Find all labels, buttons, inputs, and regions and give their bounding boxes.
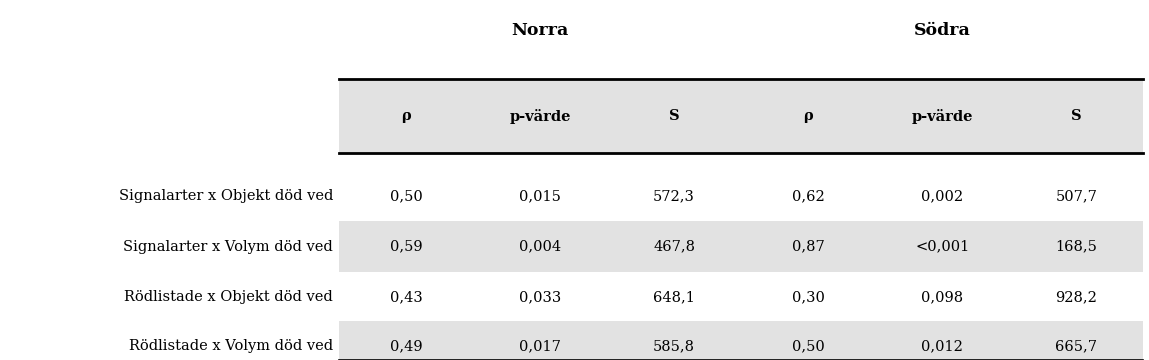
Text: 648,1: 648,1 [653, 290, 695, 304]
Text: 0,012: 0,012 [921, 339, 963, 353]
Text: 0,49: 0,49 [390, 339, 423, 353]
Text: 0,50: 0,50 [390, 189, 423, 203]
Text: p-värde: p-värde [911, 109, 973, 124]
Text: 0,87: 0,87 [792, 240, 825, 253]
Text: S: S [669, 109, 679, 123]
Text: ρ: ρ [803, 109, 813, 123]
Text: 0,43: 0,43 [390, 290, 423, 304]
Text: 0,59: 0,59 [390, 240, 423, 253]
Text: S: S [1071, 109, 1081, 123]
Text: 0,004: 0,004 [519, 240, 561, 253]
Text: 0,62: 0,62 [792, 189, 825, 203]
Text: Signalarter x Objekt död ved: Signalarter x Objekt död ved [118, 189, 333, 203]
Text: 585,8: 585,8 [653, 339, 695, 353]
Text: 507,7: 507,7 [1055, 189, 1097, 203]
Text: 665,7: 665,7 [1055, 339, 1097, 353]
Text: Rödlistade x Volym död ved: Rödlistade x Volym död ved [129, 339, 333, 353]
Text: 928,2: 928,2 [1055, 290, 1097, 304]
Text: Rödlistade x Objekt död ved: Rödlistade x Objekt död ved [124, 290, 333, 304]
Text: 0,002: 0,002 [921, 189, 963, 203]
Text: 168,5: 168,5 [1055, 240, 1097, 253]
Text: 467,8: 467,8 [653, 240, 695, 253]
Text: Södra: Södra [913, 22, 971, 39]
Text: 0,017: 0,017 [519, 339, 561, 353]
Text: 0,098: 0,098 [921, 290, 963, 304]
Bar [339, 321, 1143, 360]
Text: <0,001: <0,001 [915, 240, 970, 253]
Bar [339, 221, 1143, 272]
Text: 0,50: 0,50 [792, 339, 825, 353]
Text: Signalarter x Volym död ved: Signalarter x Volym död ved [123, 240, 333, 253]
Text: 0,033: 0,033 [519, 290, 561, 304]
Text: Norra: Norra [511, 22, 569, 39]
Text: 572,3: 572,3 [653, 189, 695, 203]
Bar [339, 79, 1143, 153]
Text: 0,015: 0,015 [519, 189, 561, 203]
Text: 0,30: 0,30 [792, 290, 825, 304]
Text: p-värde: p-värde [509, 109, 571, 124]
Text: ρ: ρ [401, 109, 411, 123]
